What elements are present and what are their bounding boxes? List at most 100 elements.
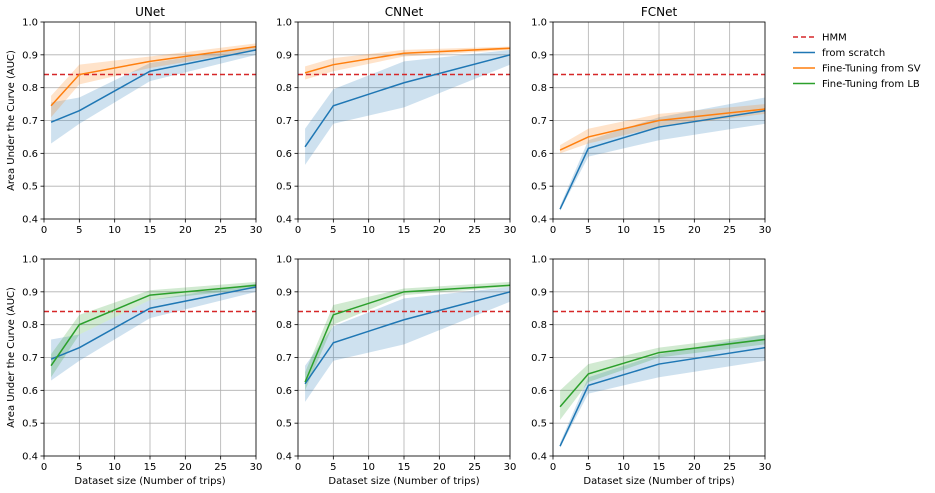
y-tick-label: 0.5 [531,419,547,430]
subplot-4: 0 5 10 15 20 25 30 0.4 0.5 0.6 0.7 0.8 0.9 1.0 Dataset… [6,255,262,488]
series-line [50,286,257,360]
series-line [304,54,511,148]
y-tick-label: 0.4 [22,215,38,226]
y-tick-label: 0.5 [22,419,38,430]
y-tick-label: 1.0 [531,18,547,29]
x-tick-label: 30 [250,225,263,236]
y-tick-label: 0.8 [22,320,38,331]
x-tick-label: 10 [108,462,121,473]
x-tick-label: 15 [144,462,157,473]
legend-label: Fine-Tuning from LB [822,79,920,90]
x-tick-label: 30 [759,225,772,236]
x-tick-label: 30 [504,225,517,236]
y-axis-label: Area Under the Curve (AUC) [6,50,17,191]
y-tick-label: 0.7 [531,353,547,364]
x-tick-label: 0 [550,462,556,473]
series-line [50,45,257,107]
series-line [304,284,511,383]
x-tick-label: 10 [617,462,630,473]
y-tick-label: 0.4 [531,452,547,463]
y-tick-label: 0.4 [276,452,292,463]
legend-label: from scratch [822,48,885,59]
x-tick-label: 5 [585,462,591,473]
confidence-band [51,283,256,381]
x-tick-label: 25 [214,462,227,473]
y-tick-label: 0.6 [22,149,38,160]
legend-label: Fine-Tuning from SV [822,64,921,75]
x-tick-label: 20 [688,462,701,473]
series-line [50,284,257,367]
y-tick-label: 1.0 [531,255,547,266]
x-tick-label: 30 [759,462,772,473]
x-tick-label: 5 [330,462,336,473]
y-tick-label: 0.7 [22,116,38,127]
x-tick-label: 20 [433,225,446,236]
x-tick-label: 5 [330,225,336,236]
y-tick-label: 0.6 [276,386,292,397]
x-tick-label: 15 [398,462,411,473]
y-tick-label: 0.6 [22,386,38,397]
x-tick-label: 10 [108,225,121,236]
confidence-band [305,286,510,402]
x-axis-label: Dataset size (Number of trips) [74,476,225,487]
series-line [559,338,766,408]
confidence-band [560,334,765,420]
x-tick-label: 0 [295,462,301,473]
subplot-title: UNet [135,5,165,19]
y-tick-label: 0.6 [276,149,292,160]
y-tick-label: 0.8 [22,83,38,94]
x-axis-label: Dataset size (Number of trips) [583,476,734,487]
y-tick-label: 0.4 [276,215,292,226]
confidence-band [305,281,510,391]
x-tick-label: 20 [179,462,192,473]
x-tick-label: 0 [550,225,556,236]
x-tick-label: 20 [688,225,701,236]
confidence-band [51,46,256,144]
series-line [559,109,766,210]
x-tick-label: 15 [653,225,666,236]
series-line [50,49,257,123]
subplot-5: 0 5 10 15 20 25 30 0.4 0.5 0.6 0.7 0.8 0.9 1.0 Dataset… [276,255,516,488]
subplot-title: FCNet [641,5,678,19]
x-axis-label: Dataset size (Number of trips) [328,476,479,487]
y-tick-label: 1.0 [276,255,292,266]
y-tick-label: 0.6 [531,386,547,397]
y-tick-label: 0.8 [531,320,547,331]
subplot-6: 0 5 10 15 20 25 30 0.4 0.5 0.6 0.7 0.8 0.9 1.0 Dataset… [531,255,771,488]
x-tick-label: 30 [250,462,263,473]
x-tick-label: 15 [144,225,157,236]
x-tick-label: 0 [41,462,47,473]
y-tick-label: 0.7 [276,116,292,127]
y-tick-label: 0.9 [531,50,547,61]
x-tick-label: 15 [398,225,411,236]
y-tick-label: 0.9 [22,287,38,298]
y-tick-label: 0.4 [531,215,547,226]
y-axis-label: Area Under the Curve (AUC) [6,287,17,428]
y-tick-label: 1.0 [22,255,38,266]
series-line [559,108,766,151]
x-tick-label: 5 [76,225,82,236]
series-line [559,346,766,447]
y-tick-label: 0.5 [276,419,292,430]
y-tick-label: 0.8 [531,83,547,94]
confidence-band [305,49,510,165]
x-tick-label: 25 [723,462,736,473]
y-tick-label: 0.8 [276,83,292,94]
x-tick-label: 10 [362,225,375,236]
confidence-band [560,97,765,211]
series-line [304,291,511,385]
y-tick-label: 1.0 [276,18,292,29]
x-tick-label: 25 [723,225,736,236]
x-tick-label: 10 [362,462,375,473]
x-tick-label: 0 [295,225,301,236]
x-tick-label: 5 [76,462,82,473]
y-tick-label: 0.6 [531,149,547,160]
x-tick-label: 20 [433,462,446,473]
y-tick-label: 0.4 [22,452,38,463]
series-line [304,47,511,74]
x-tick-label: 25 [214,225,227,236]
x-tick-label: 25 [468,225,481,236]
y-tick-label: 0.9 [531,287,547,298]
y-tick-label: 0.9 [276,50,292,61]
